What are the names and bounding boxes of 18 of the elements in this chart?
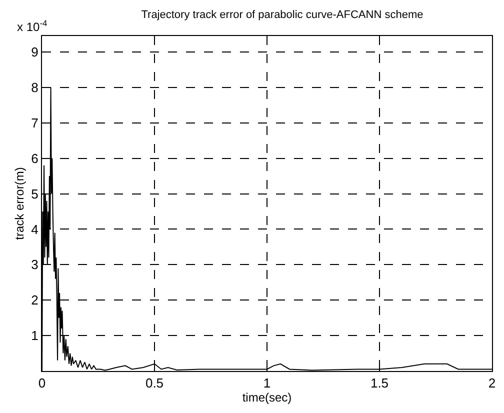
x-tick-label: 1 bbox=[263, 376, 271, 391]
y-tick-label: 4 bbox=[31, 222, 38, 237]
x-tick-label: 0 bbox=[38, 376, 46, 391]
y-axis-title: track error(m) bbox=[12, 167, 26, 240]
y-tick-label: 5 bbox=[31, 186, 38, 202]
chart-title: Trajectory track error of parabolic curve-AFCANN scheme bbox=[141, 9, 424, 22]
y-tick-label: 3 bbox=[31, 257, 38, 272]
x-tick-label: 1.5 bbox=[370, 376, 389, 391]
y-tick-label: 9 bbox=[31, 44, 38, 60]
y-tick-label: 1 bbox=[31, 328, 38, 344]
y-tick-label: 8 bbox=[31, 80, 38, 95]
text: x 10$^{-4}$ bbox=[17, 18, 48, 34]
x-axis-title: time(sec) bbox=[242, 390, 292, 405]
y-tick-label: 6 bbox=[31, 150, 38, 166]
y-tick-label: 2 bbox=[31, 292, 38, 308]
x-tick-label: 2 bbox=[488, 376, 496, 391]
y-tick-label: 7 bbox=[31, 115, 38, 130]
x-tick-label: 0.5 bbox=[145, 376, 164, 391]
